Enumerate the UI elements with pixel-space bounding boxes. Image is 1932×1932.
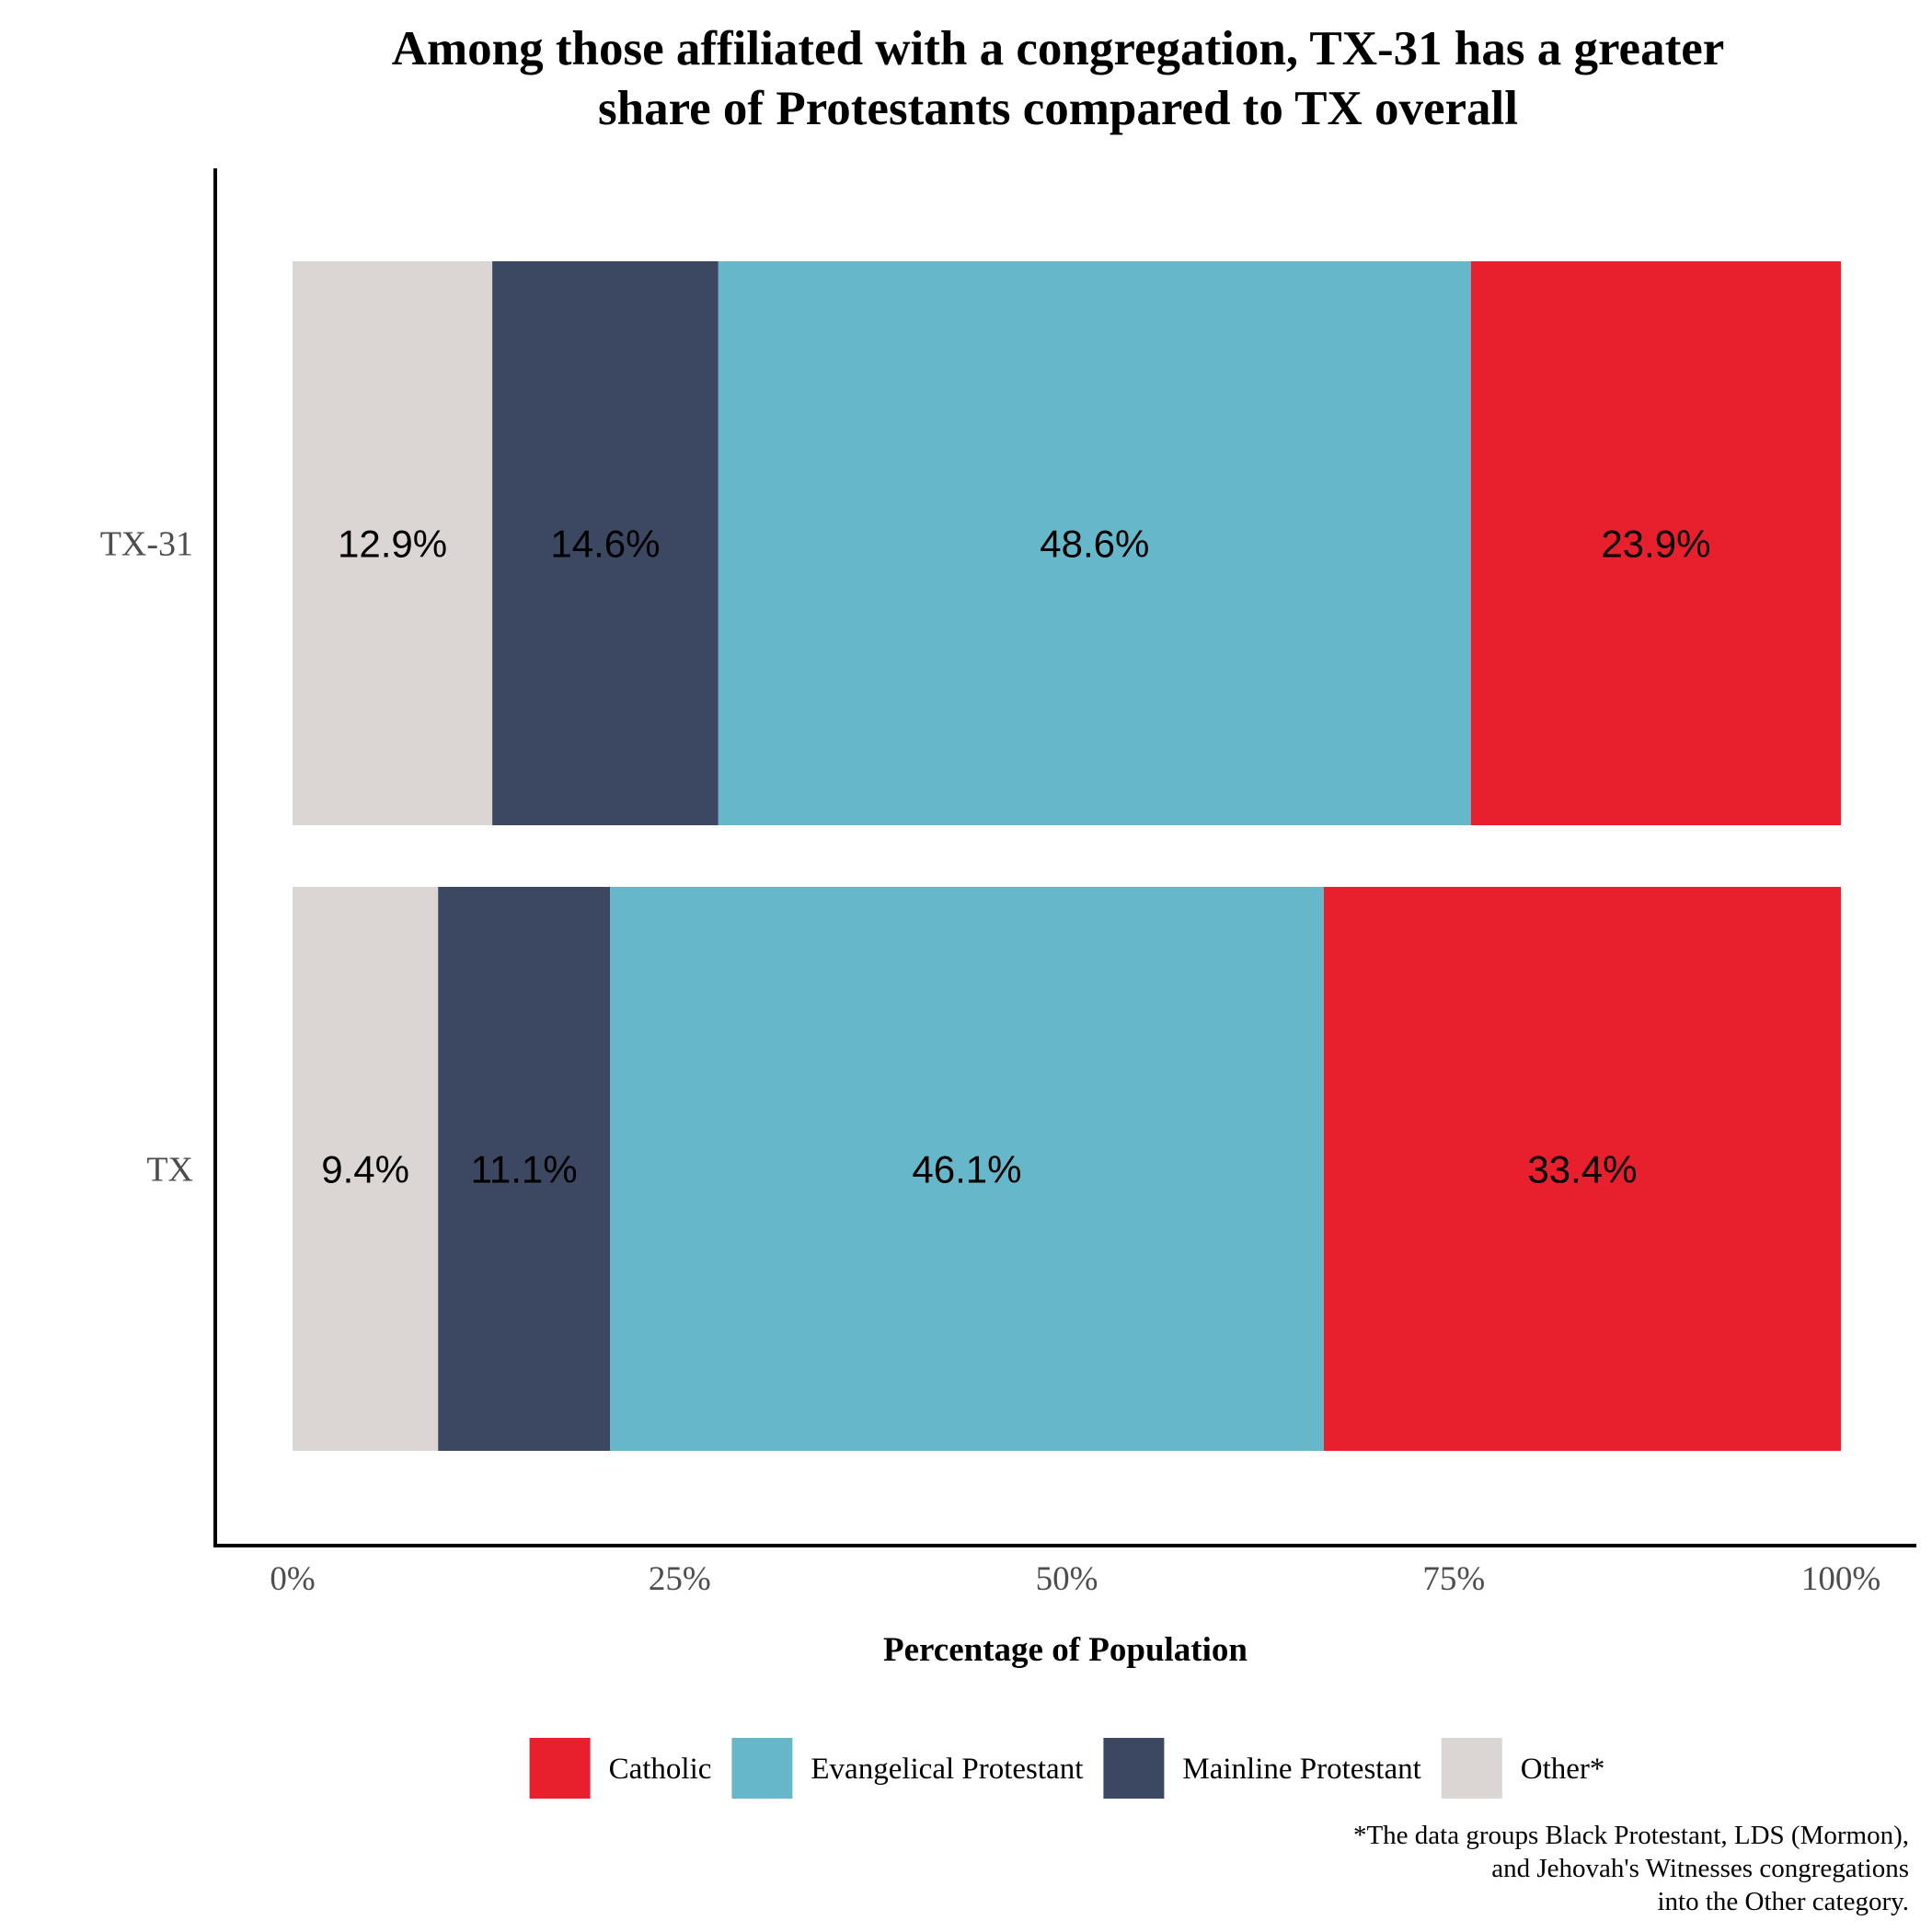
bars-area bbox=[293, 261, 1841, 1451]
legend-item-mainline-protestant: Mainline Protestant bbox=[1103, 1738, 1421, 1799]
chart-title-line-1: Among those affiliated with a congregati… bbox=[392, 22, 1725, 75]
legend-swatch-catholic bbox=[529, 1738, 591, 1799]
value-label-tx-catholic: 33.4% bbox=[1527, 1148, 1637, 1191]
value-label-tx-mainline-protestant: 11.1% bbox=[471, 1148, 578, 1191]
x-axis-ticks: 0% 25% 50% 75% 100% bbox=[270, 1560, 1880, 1598]
category-label-tx: TX bbox=[146, 1151, 193, 1190]
bar-tx-mainline-protestant bbox=[438, 887, 611, 1451]
footnote-line-3: into the Other category. bbox=[1657, 1887, 1909, 1916]
x-tick-label-100: 100% bbox=[1801, 1560, 1880, 1598]
legend-label-evangelical-protestant: Evangelical Protestant bbox=[811, 1753, 1083, 1786]
value-label-tx-31-evangelical-protestant: 48.6% bbox=[1040, 523, 1149, 566]
x-tick-label-75: 75% bbox=[1422, 1560, 1485, 1598]
bar-tx-31-mainline-protestant bbox=[492, 261, 719, 825]
value-label-tx-evangelical-protestant: 46.1% bbox=[912, 1148, 1021, 1191]
x-tick-label-25: 25% bbox=[649, 1560, 711, 1598]
value-labels: 12.9% 14.6% 48.6% 23.9% 9.4% 11.1% 46.1% 33.4% bbox=[321, 523, 1710, 1191]
legend-swatch-mainline-protestant bbox=[1103, 1738, 1165, 1799]
x-tick-label-50: 50% bbox=[1036, 1560, 1098, 1598]
bar-tx-catholic bbox=[1323, 887, 1841, 1451]
bar-tx-31-evangelical-protestant bbox=[718, 261, 1471, 825]
x-axis-title: Percentage of Population bbox=[883, 1631, 1248, 1669]
value-label-tx-31-other: 12.9% bbox=[338, 523, 447, 566]
legend-label-mainline-protestant: Mainline Protestant bbox=[1182, 1753, 1420, 1786]
legend-item-catholic: Catholic bbox=[529, 1738, 712, 1799]
legend: Catholic Evangelical Protestant Mainline P… bbox=[529, 1738, 1605, 1799]
legend-label-catholic: Catholic bbox=[609, 1753, 712, 1786]
category-label-tx-31: TX-31 bbox=[100, 525, 193, 564]
chart-title-line-2: share of Protestants compared to TX over… bbox=[598, 82, 1518, 135]
legend-swatch-evangelical-protestant bbox=[731, 1738, 793, 1799]
legend-label-other: Other* bbox=[1521, 1753, 1605, 1786]
chart-title: Among those affiliated with a congregati… bbox=[392, 22, 1725, 135]
footnote-line-2: and Jehovah's Witnesses congregations bbox=[1491, 1854, 1909, 1883]
value-label-tx-31-mainline-protestant: 14.6% bbox=[550, 523, 660, 566]
bar-tx-31-other bbox=[293, 261, 493, 825]
legend-item-other: Other* bbox=[1441, 1738, 1605, 1799]
bar-tx-31-catholic bbox=[1470, 261, 1841, 825]
legend-swatch-other bbox=[1441, 1738, 1502, 1799]
bar-tx-evangelical-protestant bbox=[610, 887, 1324, 1451]
value-label-tx-other: 9.4% bbox=[321, 1148, 409, 1191]
legend-item-evangelical-protestant: Evangelical Protestant bbox=[731, 1738, 1083, 1799]
footnote-line-1: *The data groups Black Protestant, LDS (… bbox=[1353, 1821, 1909, 1850]
category-labels: TX-31 TX bbox=[100, 525, 193, 1190]
x-tick-label-0: 0% bbox=[270, 1560, 315, 1598]
footnote: *The data groups Black Protestant, LDS (… bbox=[1353, 1821, 1909, 1916]
value-label-tx-31-catholic: 23.9% bbox=[1601, 523, 1710, 566]
bar-tx-other bbox=[293, 887, 439, 1451]
